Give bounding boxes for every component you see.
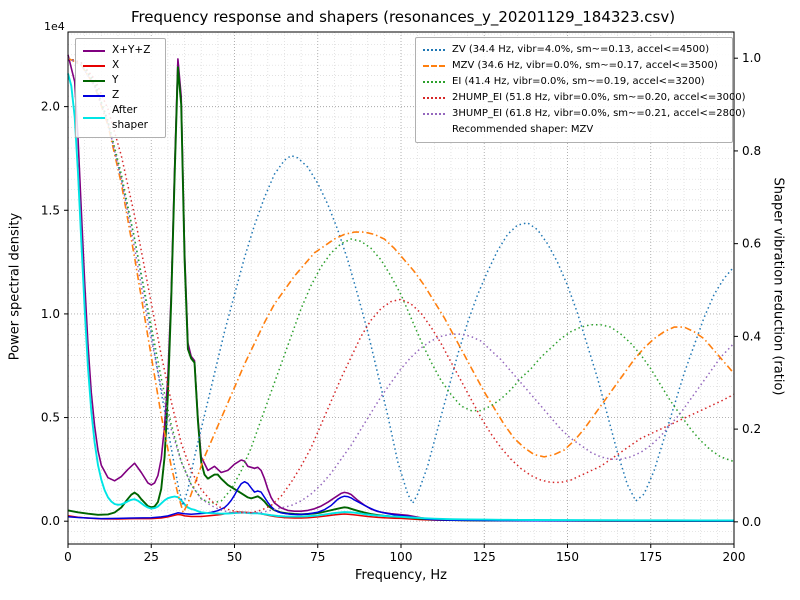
legend-label: 3HUMP_EI (61.8 Hz, vibr=0.0%, sm~=0.21, …: [452, 108, 746, 119]
right-y-tick-label: 0.0: [742, 515, 761, 529]
left-y-tick-label: 1.0: [41, 307, 60, 321]
legend-label: EI (41.4 Hz, vibr=0.0%, sm~=0.19, accel<…: [452, 76, 705, 87]
x-tick-label: 200: [723, 550, 746, 564]
left-y-tick-label: 0.0: [41, 514, 60, 528]
recommended-shaper-note: Recommended shaper: MZV: [452, 124, 594, 135]
legend-item-xyz: X+Y+Z: [83, 43, 158, 58]
left-y-tick-label: 1.5: [41, 203, 60, 217]
legend-item-z: Z: [83, 88, 158, 103]
3hump-ei-line-sample: [423, 113, 445, 115]
x-tick-label: 0: [64, 550, 72, 564]
x-tick-label: 100: [390, 550, 413, 564]
psd-legend: X+Y+Z X Y Z After shaper: [75, 38, 166, 138]
x-tick-label: 50: [227, 550, 242, 564]
x-tick-label: 150: [556, 550, 579, 564]
curve-ei: [67, 57, 735, 505]
right-y-tick-label: 1.0: [742, 51, 761, 65]
legend-item-2hump-ei: 2HUMP_EI (51.8 Hz, vibr=0.0%, sm~=0.20, …: [423, 90, 746, 106]
curve-mzv: [67, 57, 735, 514]
zv-line-sample: [423, 49, 445, 51]
z-line-sample: [83, 94, 105, 97]
x-tick-label: 175: [639, 550, 662, 564]
legend-label: Z: [112, 89, 120, 101]
right-y-tick-label: 0.6: [742, 237, 761, 251]
right-y-axis-label: Shaper vibration reduction (ratio): [770, 177, 786, 396]
legend-label: X: [112, 59, 120, 71]
legend-item-3hump-ei: 3HUMP_EI (61.8 Hz, vibr=0.0%, sm~=0.21, …: [423, 106, 746, 122]
2hump-ei-line-sample: [423, 97, 445, 99]
legend-label: X+Y+Z: [112, 44, 151, 56]
x-tick-label: 125: [473, 550, 496, 564]
ei-line-sample: [423, 81, 445, 83]
legend-label: After shaper: [112, 104, 149, 131]
legend-label: ZV (34.4 Hz, vibr=4.0%, sm~=0.13, accel<…: [452, 44, 710, 55]
left-y-axis-label: Power spectral density: [7, 212, 23, 361]
legend-item-x: X: [83, 58, 158, 73]
y-axis-offset-text: 1e4: [44, 20, 65, 33]
shaper-legend: ZV (34.4 Hz, vibr=4.0%, sm~=0.13, accel<…: [415, 37, 746, 143]
mzv-line-sample: [423, 65, 445, 67]
legend-label: Y: [112, 74, 119, 86]
right-y-tick-label: 0.8: [742, 144, 761, 158]
right-y-tick-label: 0.4: [742, 329, 761, 343]
left-y-tick-label: 2.0: [41, 100, 60, 114]
legend-label: 2HUMP_EI (51.8 Hz, vibr=0.0%, sm~=0.20, …: [452, 92, 746, 103]
legend-item-mzv: MZV (34.6 Hz, vibr=0.0%, sm~=0.17, accel…: [423, 58, 725, 74]
x-tick-label: 25: [144, 550, 159, 564]
legend-item-y: Y: [83, 73, 158, 88]
y-line-sample: [83, 79, 105, 82]
curve-after: [67, 73, 734, 522]
chart-title: Frequency response and shapers (resonanc…: [130, 8, 676, 26]
left-y-tick-label: 0.5: [41, 411, 60, 425]
legend-item-after-shaper: After shaper: [83, 103, 158, 133]
x-axis-label: Frequency, Hz: [354, 568, 448, 583]
x-line-sample: [83, 64, 105, 67]
legend-label: MZV (34.6 Hz, vibr=0.0%, sm~=0.17, accel…: [452, 60, 718, 71]
after-shaper-line-sample: [83, 117, 105, 119]
x-tick-label: 75: [310, 550, 325, 564]
right-y-tick-label: 0.2: [742, 422, 761, 436]
legend-item-zv: ZV (34.4 Hz, vibr=4.0%, sm~=0.13, accel<…: [423, 42, 725, 58]
xyz-line-sample: [83, 49, 105, 52]
legend-item-ei: EI (41.4 Hz, vibr=0.0%, sm~=0.19, accel<…: [423, 74, 725, 90]
